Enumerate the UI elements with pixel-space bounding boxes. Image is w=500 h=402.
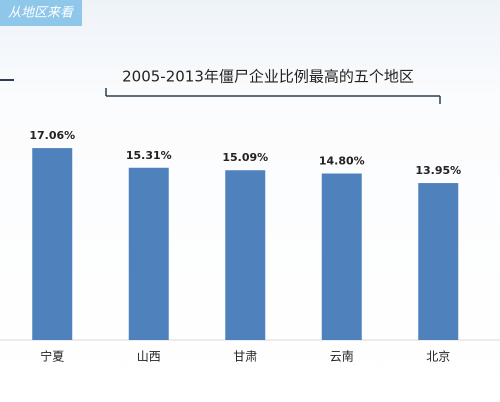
- bar: [321, 173, 362, 340]
- value-label: 15.31%: [126, 149, 172, 162]
- value-label: 13.95%: [415, 164, 461, 177]
- tag-box: [0, 0, 82, 26]
- x-tick-label: 宁夏: [40, 349, 64, 364]
- x-tick-label: 山西: [137, 350, 161, 364]
- chart-title: 2005-2013年僵尸企业比例最高的五个地区: [122, 68, 414, 86]
- x-tick-label: 云南: [330, 349, 354, 364]
- tag-label: 从地区来看: [8, 6, 74, 21]
- bar: [418, 183, 459, 340]
- value-label: 15.09%: [222, 151, 268, 164]
- value-label: 17.06%: [29, 129, 75, 142]
- x-tick-label: 北京: [426, 350, 450, 364]
- value-label: 14.80%: [319, 155, 365, 168]
- bar: [32, 148, 73, 340]
- bar: [128, 167, 169, 340]
- bar: [225, 170, 266, 340]
- x-tick-label: 甘肃: [233, 350, 257, 364]
